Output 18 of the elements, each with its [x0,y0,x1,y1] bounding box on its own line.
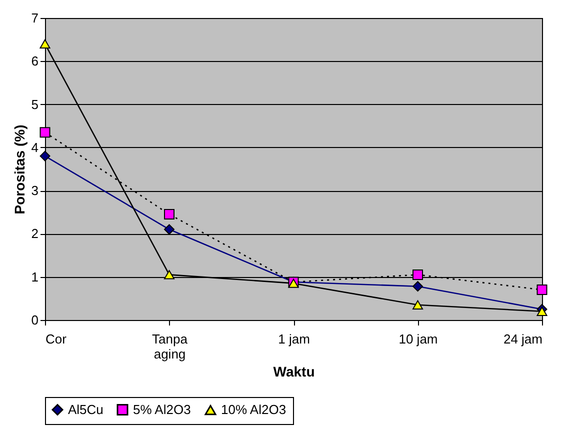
y-tick-label: 6 [31,54,38,69]
y-tick-label: 3 [31,183,38,198]
y-tick-label: 4 [31,140,38,155]
x-tick-label: Tanpa aging [152,332,188,362]
y-tick-label: 0 [31,312,38,328]
y-tick-label: 7 [31,10,38,26]
x-axis-title: Waktu [273,364,315,380]
y-axis-title: Porositas (%) [11,124,28,214]
legend-label: Al5Cu [68,402,104,417]
x-tick-label: 1 jam [278,332,310,346]
x-tick-label: Cor [46,332,68,346]
y-tick-label: 2 [31,226,38,242]
y-tick-label: 5 [31,96,38,112]
legend-label: 10% Al2O3 [221,402,286,418]
x-tick-label: 10 jam [398,332,438,346]
legend-label: 5% Al2O3 [133,402,191,417]
y-tick-label: 1 [31,269,38,284]
x-tick-label: 24 jam [503,332,542,346]
